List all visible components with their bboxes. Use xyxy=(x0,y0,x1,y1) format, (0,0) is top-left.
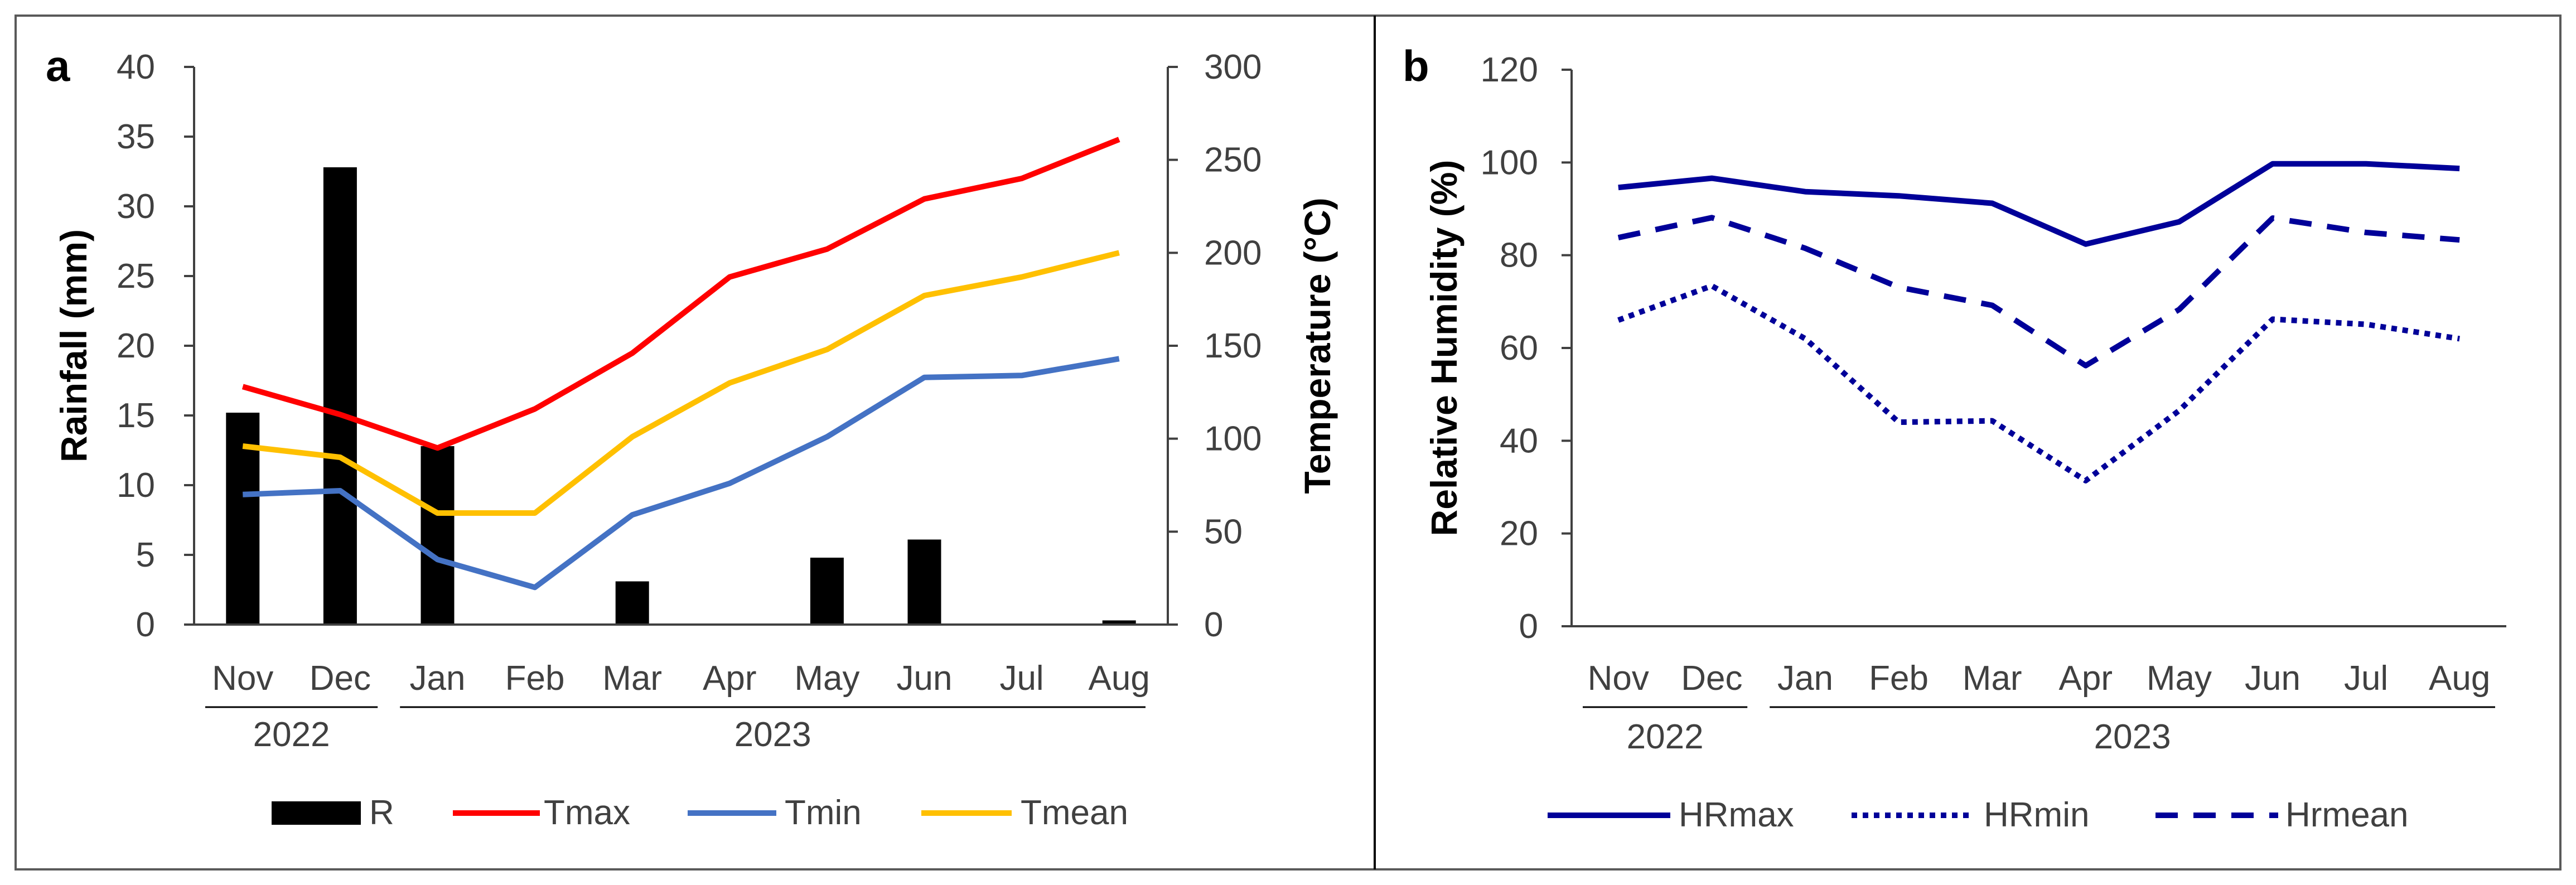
bar-r-dec xyxy=(323,167,357,625)
x-tick-apr: Apr xyxy=(2059,659,2113,698)
figure-border xyxy=(15,14,2561,871)
legend-swatch-r xyxy=(272,801,361,825)
line-tmax xyxy=(241,137,1120,451)
humidity-lines xyxy=(1617,161,2460,483)
right-tick-label-100: 100 xyxy=(1204,420,1262,458)
x-tick-jul: Jul xyxy=(999,659,1043,698)
right-tick-label-0: 0 xyxy=(1204,606,1223,644)
line-hrmin xyxy=(1617,283,2460,483)
legend-label-tmin: Tmin xyxy=(785,794,862,832)
left-tick-label-0: 0 xyxy=(136,606,155,644)
left-tick-label-10: 10 xyxy=(117,466,155,505)
bar-r-mar xyxy=(615,581,649,625)
line-hrmax xyxy=(1618,161,2460,247)
panel-a: a 0 5 10 15 20 25 30 35 40 0 50 100 150 200 250 300 No… xyxy=(46,41,1338,832)
bar-r-jan xyxy=(421,446,455,625)
x-tick-may: May xyxy=(794,659,859,698)
y-axis-title: Relative Humidity (%) xyxy=(1423,160,1465,536)
tick-label-40: 40 xyxy=(1500,422,1538,460)
right-tick-label-300: 300 xyxy=(1204,48,1262,86)
x-tick-apr: Apr xyxy=(703,659,756,698)
line-tmean xyxy=(242,250,1120,516)
x-tick-dec: Dec xyxy=(310,659,371,698)
left-tick-label-35: 35 xyxy=(117,118,155,156)
x-tick-nov: Nov xyxy=(1588,659,1649,698)
left-tick-label-5: 5 xyxy=(136,536,155,574)
x-tick-aug: Aug xyxy=(2429,659,2490,698)
year-label-2022: 2022 xyxy=(253,715,330,754)
bar-r-aug xyxy=(1102,620,1136,625)
right-tick-label-150: 150 xyxy=(1204,327,1262,365)
left-tick-label-25: 25 xyxy=(117,257,155,296)
year-label-2023: 2023 xyxy=(734,715,811,754)
tick-label-100: 100 xyxy=(1481,143,1538,182)
left-y-ticks: 0 5 10 15 20 25 30 35 40 xyxy=(117,48,194,644)
x-tick-jun: Jun xyxy=(2245,659,2300,698)
x-tick-dec: Dec xyxy=(1681,659,1742,698)
left-tick-label-15: 15 xyxy=(117,396,155,435)
x-tick-nov: Nov xyxy=(212,659,273,698)
tick-label-20: 20 xyxy=(1500,515,1538,553)
tick-label-0: 0 xyxy=(1519,607,1538,646)
left-y-axis-title: Rainfall (mm) xyxy=(53,229,94,462)
right-tick-label-200: 200 xyxy=(1204,234,1262,272)
bar-r-nov xyxy=(226,413,260,625)
legend-label-hrmean: Hrmean xyxy=(2285,796,2409,834)
bar-r-jun xyxy=(907,539,941,625)
x-tick-mar: Mar xyxy=(1963,659,2022,698)
x-tick-labels: Nov Dec Jan Feb Mar Apr May Jun Jul Aug xyxy=(212,659,1150,698)
x-tick-jun: Jun xyxy=(897,659,953,698)
legend: HRmax HRmin Hrmean xyxy=(1548,796,2409,834)
year-label-2023: 2023 xyxy=(2094,718,2171,756)
year-label-2022: 2022 xyxy=(1627,718,1704,756)
line-tmin xyxy=(243,356,1120,591)
panel-b-letter: b xyxy=(1403,41,1429,90)
right-tick-label-250: 250 xyxy=(1204,141,1262,180)
right-y-ticks: 0 50 100 150 200 250 300 xyxy=(1168,48,1262,644)
right-y-axis-title: Temperature (°C) xyxy=(1297,197,1338,494)
tick-label-60: 60 xyxy=(1500,329,1538,367)
x-tick-aug: Aug xyxy=(1089,659,1150,698)
year-groups: 2022 2023 xyxy=(1583,706,2495,756)
x-tick-jan: Jan xyxy=(1777,659,1833,698)
tick-label-120: 120 xyxy=(1481,51,1538,89)
x-tick-feb: Feb xyxy=(1869,659,1929,698)
y-ticks: 0 20 40 60 80 100 120 xyxy=(1481,51,1572,646)
bar-r-may xyxy=(810,558,844,625)
legend-label-tmean: Tmean xyxy=(1021,794,1128,832)
legend-label-r: R xyxy=(369,794,394,832)
legend-label-hrmax: HRmax xyxy=(1679,796,1794,834)
legend: R Tmax Tmin Tmean xyxy=(272,794,1128,832)
left-tick-label-40: 40 xyxy=(117,48,155,86)
x-tick-jul: Jul xyxy=(2344,659,2388,698)
x-tick-may: May xyxy=(2147,659,2212,698)
panel-a-letter: a xyxy=(46,41,70,90)
left-tick-label-20: 20 xyxy=(117,327,155,365)
panel-b: b 0 20 40 60 80 100 120 Nov Dec Jan Feb Mar Apr May J… xyxy=(1403,41,2506,834)
year-groups: 2022 2023 xyxy=(205,706,1146,754)
right-tick-label-50: 50 xyxy=(1204,512,1243,551)
x-tick-feb: Feb xyxy=(505,659,565,698)
legend-label-hrmin: HRmin xyxy=(1984,796,2089,834)
legend-label-tmax: Tmax xyxy=(544,794,630,832)
left-tick-label-30: 30 xyxy=(117,187,155,226)
x-tick-mar: Mar xyxy=(602,659,662,698)
temperature-lines xyxy=(241,137,1120,591)
tick-label-80: 80 xyxy=(1500,236,1538,275)
x-tick-labels: Nov Dec Jan Feb Mar Apr May Jun Jul Aug xyxy=(1588,659,2491,698)
x-tick-jan: Jan xyxy=(410,659,466,698)
